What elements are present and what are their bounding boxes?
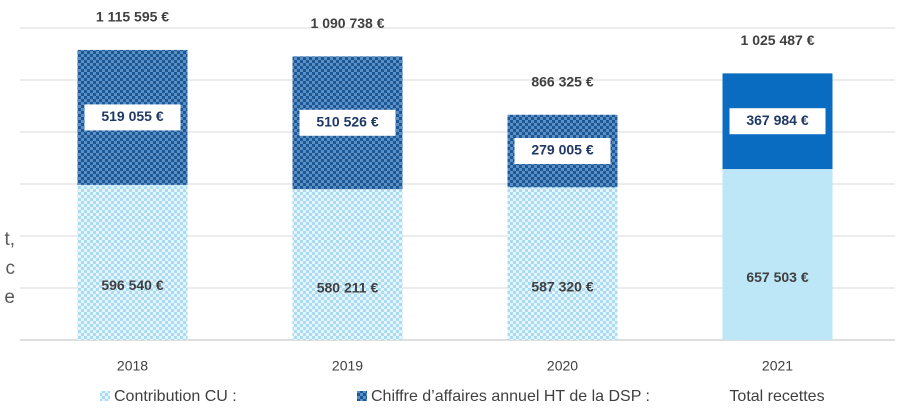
- value-label: 510 526 €: [316, 113, 378, 129]
- total-label: 1 025 487 €: [741, 32, 815, 48]
- legend-swatch: [100, 391, 110, 401]
- bar-segment: [507, 187, 618, 340]
- total-label: 866 325 €: [531, 73, 593, 89]
- x-tick-label: 2021: [762, 358, 793, 374]
- legend-label: Chiffre d’affaires annuel HT de la DSP :: [371, 388, 650, 405]
- label-box: [514, 138, 611, 165]
- annotation: e: [4, 287, 15, 308]
- total-label: 1 090 738 €: [311, 15, 385, 31]
- label-box: [84, 104, 181, 131]
- bar-segment: [77, 184, 188, 340]
- x-tick-label: 2019: [332, 358, 363, 374]
- total-label: 1 115 595 €: [96, 9, 169, 25]
- bar-segment: [722, 169, 833, 340]
- value-label: 657 503 €: [746, 269, 808, 285]
- legend-swatch: [357, 391, 367, 401]
- annotation: c: [6, 258, 16, 279]
- legend-label: Contribution CU :: [114, 388, 237, 405]
- bar-segment: [292, 189, 403, 340]
- annotation: t,: [4, 229, 15, 250]
- x-tick-label: 2020: [547, 358, 578, 374]
- legend-label: Total recettes: [729, 388, 824, 405]
- value-label: 519 055 €: [101, 108, 163, 124]
- label-box: [729, 108, 826, 135]
- value-label: 587 320 €: [531, 278, 593, 294]
- value-label: 596 540 €: [101, 277, 163, 293]
- x-tick-label: 2018: [117, 358, 148, 374]
- value-label: 279 005 €: [531, 142, 593, 158]
- value-label: 367 984 €: [746, 112, 808, 128]
- label-box: [299, 109, 396, 136]
- value-label: 580 211 €: [317, 279, 379, 295]
